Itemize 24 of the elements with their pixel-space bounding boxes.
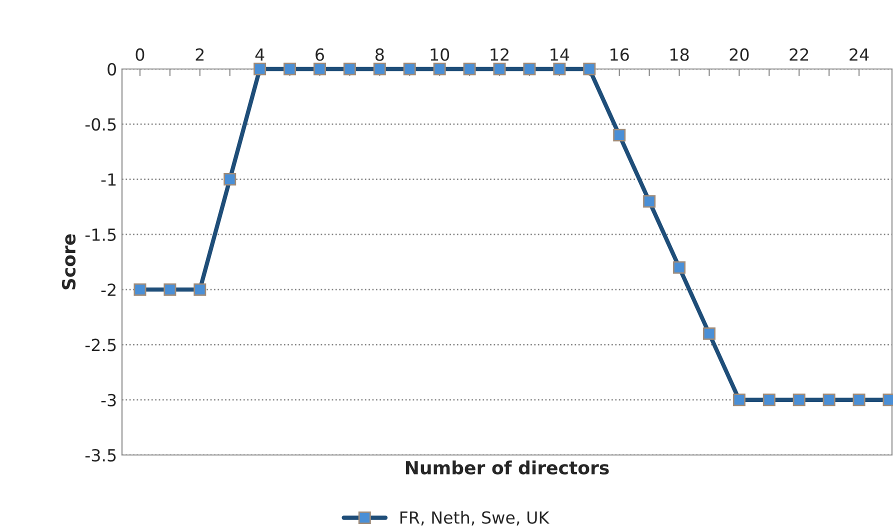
- x-tick-label: 18: [670, 48, 689, 61]
- y-tick-label: -2.5: [85, 338, 116, 352]
- x-tick-label: 2: [196, 48, 204, 61]
- x-tick-label: 10: [430, 48, 450, 61]
- x-tick-label: 8: [375, 48, 384, 61]
- x-tick-label: 12: [490, 48, 508, 61]
- x-tick-label: 0: [136, 48, 144, 61]
- y-tick-label: -3.5: [85, 448, 116, 462]
- y-tick-label: -0.5: [85, 118, 116, 131]
- x-tick-label: 4: [255, 48, 264, 61]
- y-tick-label: -3: [101, 394, 116, 406]
- y-tick-label: -2: [101, 284, 116, 296]
- x-tick-label: 20: [730, 48, 749, 61]
- x-axis-title: Number of directors: [406, 460, 609, 475]
- y-tick-label: -1.5: [85, 228, 116, 241]
- x-tick-label: 6: [316, 48, 324, 61]
- x-tick-label: 24: [850, 48, 869, 61]
- x-tick-label: 14: [550, 48, 570, 61]
- legend-label: FR, Neth, Swe, UK: [400, 510, 550, 526]
- y-tick-label: -1: [101, 173, 116, 186]
- x-tick-label: 22: [790, 48, 808, 61]
- y-axis-title: Score: [62, 234, 76, 290]
- y-tick-label: 0: [108, 62, 116, 76]
- x-tick-label: 16: [610, 48, 629, 61]
